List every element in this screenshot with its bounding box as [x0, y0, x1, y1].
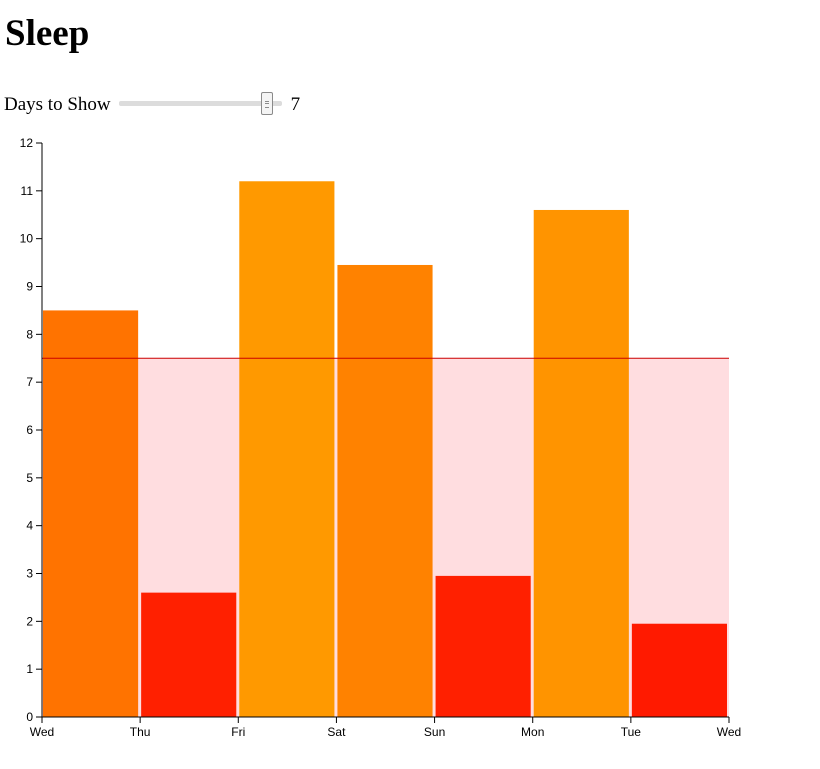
- slider-track[interactable]: [118, 101, 282, 106]
- x-tick-label: Wed: [30, 725, 54, 739]
- y-tick-label: 1: [26, 662, 33, 676]
- y-tick-label: 0: [26, 710, 33, 724]
- x-tick-label: Mon: [521, 725, 544, 739]
- y-tick-label: 11: [21, 184, 34, 198]
- days-to-show-label: Days to Show: [4, 94, 111, 115]
- y-tick-label: 6: [26, 423, 33, 437]
- bar-sun-4: [435, 575, 531, 717]
- y-tick-label: 2: [26, 614, 33, 628]
- x-tick-label: Thu: [130, 725, 151, 739]
- y-tick-label: 9: [26, 280, 33, 294]
- y-tick-label: 8: [26, 327, 33, 341]
- y-tick-label: 3: [26, 567, 33, 581]
- days-slider[interactable]: [117, 92, 282, 118]
- y-tick-label: 5: [26, 471, 33, 485]
- y-tick-label: 12: [20, 136, 34, 150]
- bar-mon-5: [533, 209, 629, 717]
- slider-thumb[interactable]: [260, 92, 273, 115]
- bar-wed-0: [43, 310, 139, 717]
- y-tick-label: 4: [26, 519, 33, 533]
- x-tick-label: Wed: [717, 725, 741, 739]
- bar-thu-1: [141, 592, 237, 717]
- bar-tue-6: [631, 623, 727, 717]
- y-tick-label: 7: [26, 375, 33, 389]
- x-tick-label: Fri: [231, 725, 245, 739]
- x-tick-label: Tue: [621, 725, 642, 739]
- x-axis: Wed Thu Fri Sat Sun Mon Tue Wed: [30, 716, 741, 739]
- bar-sat-3: [337, 264, 433, 717]
- x-tick-label: Sun: [424, 725, 445, 739]
- days-value: 7: [290, 94, 301, 115]
- bar-fri-2: [239, 181, 335, 717]
- x-tick-label: Sat: [327, 725, 346, 739]
- page-title: Sleep: [5, 13, 90, 54]
- bars-group: [43, 181, 727, 717]
- y-tick-label: 10: [20, 232, 34, 246]
- days-control: Days to Show 7: [4, 88, 300, 122]
